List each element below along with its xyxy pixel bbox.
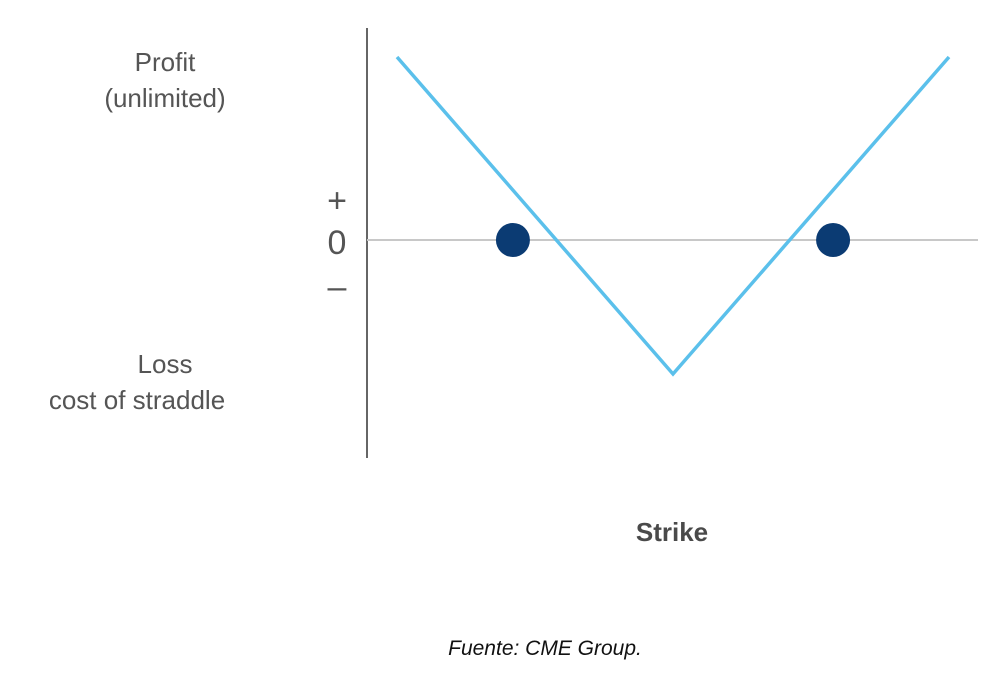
y-label-minus: – xyxy=(328,268,347,306)
x-axis-label: Strike xyxy=(636,517,708,547)
breakeven-point-1 xyxy=(495,223,530,257)
y-label-zero: 0 xyxy=(328,224,347,262)
payoff-line xyxy=(395,55,951,377)
y-label-plus: + xyxy=(327,182,347,220)
y-label-loss: Loss xyxy=(138,349,193,379)
breakeven-markers xyxy=(495,223,851,257)
y-label-cost-of-straddle: cost of straddle xyxy=(49,385,225,415)
source-note: Fuente: CME Group. xyxy=(448,637,642,660)
y-label-unlimited: (unlimited) xyxy=(104,83,225,113)
y-label-profit: Profit xyxy=(135,47,196,77)
breakeven-point-2 xyxy=(816,223,851,257)
